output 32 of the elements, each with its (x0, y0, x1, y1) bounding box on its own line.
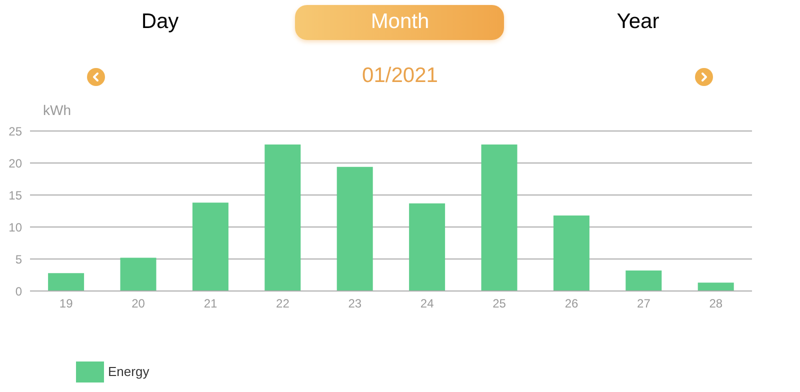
x-tick-label: 22 (276, 296, 290, 311)
bar (698, 282, 734, 291)
y-axis-title: kWh (43, 102, 71, 118)
x-tick-label: 23 (348, 296, 362, 311)
x-tick-label: 20 (132, 296, 146, 311)
bar (481, 144, 518, 291)
bar (48, 273, 84, 291)
x-tick-label: 19 (59, 296, 74, 311)
text: Month (370, 10, 430, 34)
bar (626, 270, 662, 291)
y-tick-label: 0 (15, 284, 22, 298)
bar (192, 202, 228, 291)
y-tick-label: 25 (8, 124, 22, 138)
x-tick-label: 24 (420, 296, 434, 311)
bar (336, 166, 373, 291)
x-tick-label: 21 (204, 296, 218, 311)
bar (264, 144, 301, 291)
bar (409, 203, 446, 291)
chart-title: 01/2021 (361, 64, 439, 88)
x-tick-label: 25 (492, 296, 506, 311)
text: Year (616, 10, 660, 34)
y-tick-label: 15 (8, 188, 22, 202)
x-tick-label: 28 (709, 296, 723, 311)
text: Day (140, 10, 180, 34)
bar (120, 258, 156, 291)
x-tick-label: 26 (564, 296, 578, 311)
x-tick-label: 27 (637, 296, 651, 311)
y-tick-label: 20 (8, 156, 22, 170)
legend-label: Energy (108, 364, 150, 380)
y-tick-label: 5 (15, 252, 22, 266)
y-tick-label: 10 (8, 220, 22, 234)
bar (553, 215, 590, 291)
